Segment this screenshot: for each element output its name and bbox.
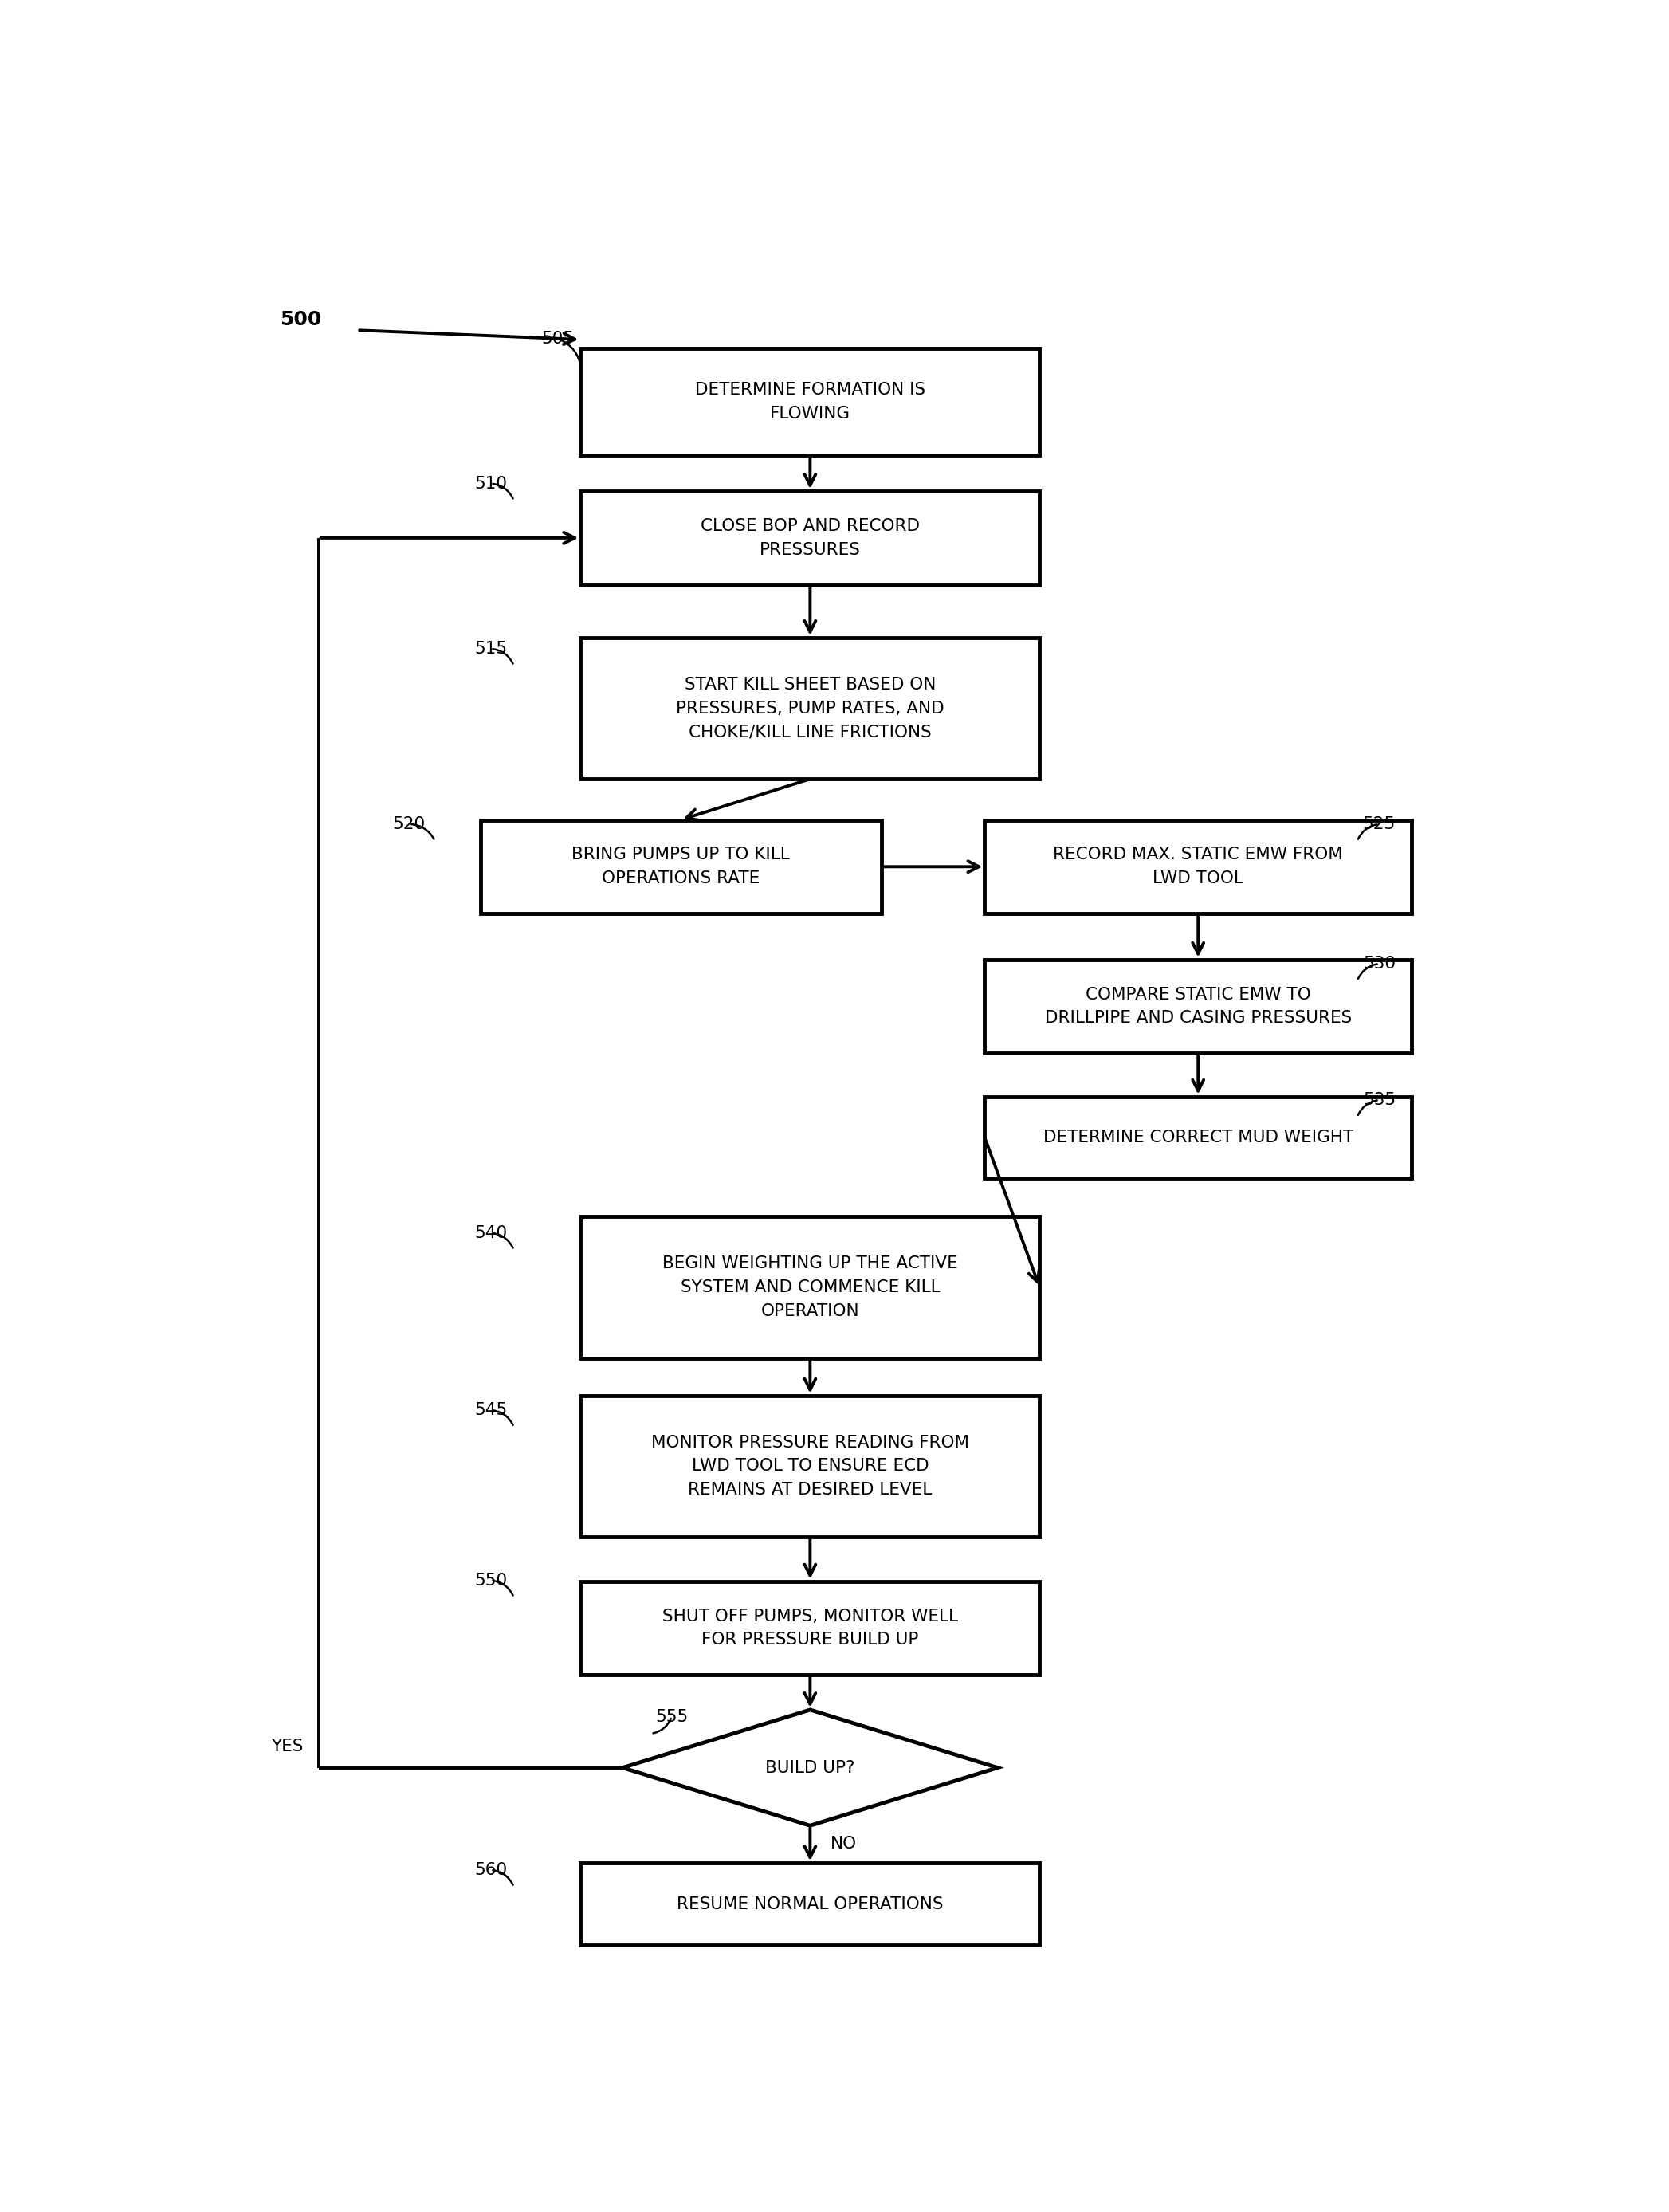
Text: BUILD UP?: BUILD UP? (766, 1761, 855, 1776)
Text: START KILL SHEET BASED ON
PRESSURES, PUMP RATES, AND
CHOKE/KILL LINE FRICTIONS: START KILL SHEET BASED ON PRESSURES, PUM… (676, 677, 945, 739)
Text: 540: 540 (474, 1225, 507, 1241)
FancyBboxPatch shape (581, 491, 1040, 584)
Text: NO: NO (831, 1836, 858, 1851)
Text: DETERMINE CORRECT MUD WEIGHT: DETERMINE CORRECT MUD WEIGHT (1043, 1130, 1354, 1146)
Text: YES: YES (270, 1739, 304, 1754)
Text: RESUME NORMAL OPERATIONS: RESUME NORMAL OPERATIONS (678, 1896, 943, 1911)
Text: 530: 530 (1364, 956, 1395, 971)
Text: COMPARE STATIC EMW TO
DRILLPIPE AND CASING PRESSURES: COMPARE STATIC EMW TO DRILLPIPE AND CASI… (1045, 987, 1352, 1026)
FancyBboxPatch shape (581, 1863, 1040, 1944)
Text: 510: 510 (474, 476, 507, 491)
Text: BRING PUMPS UP TO KILL
OPERATIONS RATE: BRING PUMPS UP TO KILL OPERATIONS RATE (572, 847, 789, 887)
Text: 550: 550 (474, 1573, 507, 1588)
Text: 505: 505 (541, 332, 574, 347)
Text: SHUT OFF PUMPS, MONITOR WELL
FOR PRESSURE BUILD UP: SHUT OFF PUMPS, MONITOR WELL FOR PRESSUR… (663, 1608, 958, 1648)
FancyBboxPatch shape (581, 637, 1040, 779)
Text: 500: 500 (280, 310, 322, 330)
Polygon shape (623, 1710, 998, 1825)
Text: 520: 520 (392, 816, 426, 832)
Text: 555: 555 (656, 1708, 688, 1725)
Text: MONITOR PRESSURE READING FROM
LWD TOOL TO ENSURE ECD
REMAINS AT DESIRED LEVEL: MONITOR PRESSURE READING FROM LWD TOOL T… (651, 1436, 970, 1498)
Text: 515: 515 (474, 641, 507, 657)
Text: DETERMINE FORMATION IS
FLOWING: DETERMINE FORMATION IS FLOWING (694, 383, 925, 422)
Text: RECORD MAX. STATIC EMW FROM
LWD TOOL: RECORD MAX. STATIC EMW FROM LWD TOOL (1053, 847, 1344, 887)
Text: 535: 535 (1364, 1093, 1395, 1108)
Text: CLOSE BOP AND RECORD
PRESSURES: CLOSE BOP AND RECORD PRESSURES (701, 518, 920, 557)
Text: BEGIN WEIGHTING UP THE ACTIVE
SYSTEM AND COMMENCE KILL
OPERATION: BEGIN WEIGHTING UP THE ACTIVE SYSTEM AND… (663, 1256, 958, 1318)
Text: 525: 525 (1364, 816, 1395, 832)
FancyBboxPatch shape (581, 347, 1040, 456)
Text: 545: 545 (474, 1402, 507, 1418)
FancyBboxPatch shape (985, 960, 1412, 1053)
FancyBboxPatch shape (581, 1217, 1040, 1358)
Text: 560: 560 (474, 1863, 507, 1878)
FancyBboxPatch shape (581, 1582, 1040, 1674)
FancyBboxPatch shape (985, 821, 1412, 914)
FancyBboxPatch shape (985, 1097, 1412, 1179)
FancyBboxPatch shape (481, 821, 881, 914)
FancyBboxPatch shape (581, 1396, 1040, 1537)
